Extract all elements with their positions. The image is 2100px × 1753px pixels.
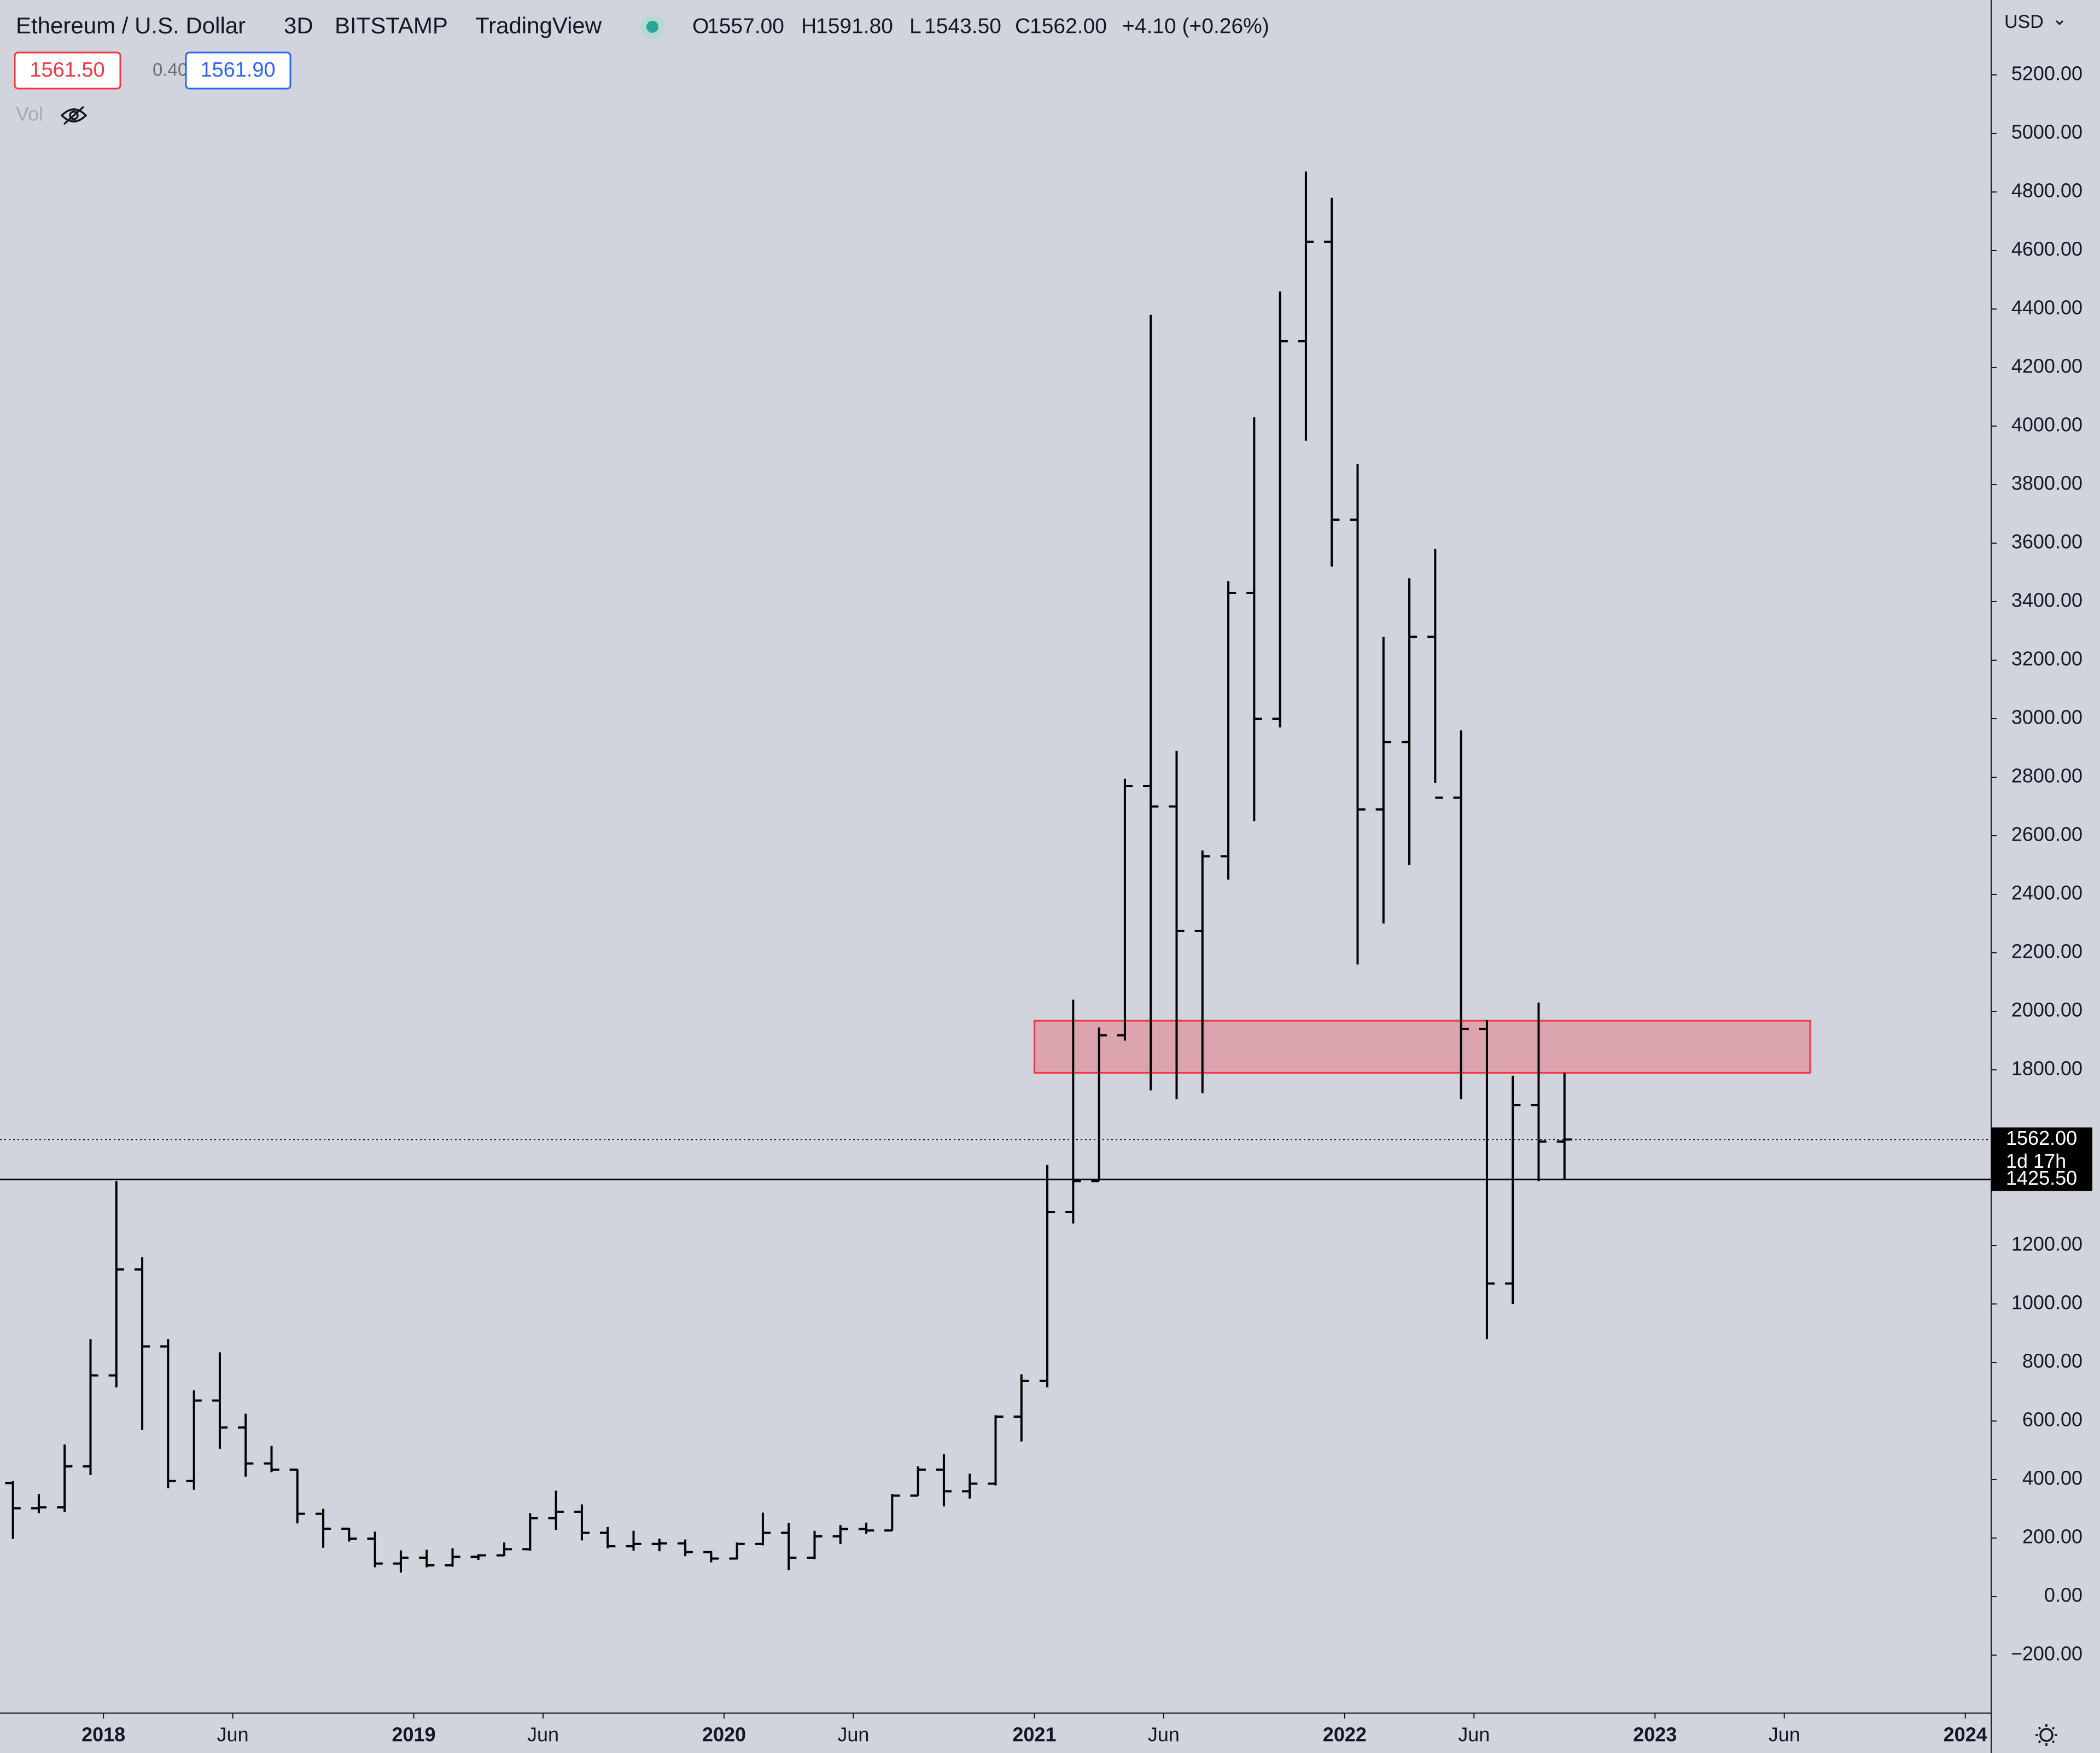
source: TradingView bbox=[475, 13, 602, 38]
current-price-label: 1562.00 bbox=[2006, 1127, 2077, 1149]
current-price-box bbox=[1991, 1127, 2092, 1176]
y-tick-label: 4200.00 bbox=[2011, 354, 2082, 377]
y-tick-label: 3400.00 bbox=[2011, 589, 2082, 611]
x-tick-label: 2022 bbox=[1323, 1723, 1367, 1746]
x-tick-label: 2023 bbox=[1633, 1723, 1677, 1746]
y-tick-label: 2400.00 bbox=[2011, 882, 2082, 904]
currency[interactable]: USD bbox=[2004, 11, 2044, 32]
y-tick-label: 800.00 bbox=[2022, 1350, 2082, 1372]
x-tick-label: 2019 bbox=[392, 1723, 436, 1746]
y-tick-label: −200.00 bbox=[2011, 1643, 2082, 1665]
y-tick-label: 1000.00 bbox=[2011, 1291, 2082, 1314]
eye-off-icon[interactable] bbox=[60, 106, 88, 125]
horizontal-line-label: 1425.50 bbox=[2006, 1167, 2077, 1189]
x-tick-label: 2018 bbox=[81, 1723, 125, 1746]
y-tick-label: 400.00 bbox=[2022, 1467, 2082, 1489]
bid-box[interactable] bbox=[14, 51, 121, 90]
y-tick-label: 4600.00 bbox=[2011, 237, 2082, 260]
x-tick-label: Jun bbox=[527, 1723, 559, 1746]
ohlc-value: 1562.00 bbox=[1030, 14, 1107, 38]
y-tick-label: 5200.00 bbox=[2011, 62, 2082, 84]
y-tick-label: 2200.00 bbox=[2011, 940, 2082, 963]
ohlc-key: L bbox=[909, 14, 921, 38]
y-tick-label: 1200.00 bbox=[2011, 1233, 2082, 1255]
settings-icon[interactable] bbox=[2035, 1724, 2057, 1746]
interval[interactable]: 3D bbox=[284, 13, 313, 38]
x-tick-label: 2024 bbox=[1944, 1723, 1987, 1746]
y-tick-label: 3800.00 bbox=[2011, 472, 2082, 494]
symbol[interactable]: Ethereum / U.S. Dollar bbox=[16, 13, 246, 38]
ohlc-key: C bbox=[1015, 14, 1030, 38]
y-tick-label: 3600.00 bbox=[2011, 531, 2082, 553]
x-tick-label: 2020 bbox=[702, 1723, 746, 1746]
ask-box[interactable] bbox=[185, 51, 291, 90]
y-tick-label: 4000.00 bbox=[2011, 414, 2082, 436]
x-tick-label: Jun bbox=[1148, 1723, 1180, 1746]
x-tick-label: Jun bbox=[1458, 1723, 1490, 1746]
y-tick-label: 0.00 bbox=[2044, 1584, 2082, 1606]
ohlc-key: H bbox=[801, 14, 816, 38]
y-tick-label: 2600.00 bbox=[2011, 823, 2082, 846]
x-tick-label: Jun bbox=[217, 1723, 249, 1746]
y-tick-label: 600.00 bbox=[2022, 1408, 2082, 1431]
ohlc-value: 1591.80 bbox=[816, 14, 893, 38]
x-tick-label: Jun bbox=[837, 1723, 869, 1746]
x-tick-label: 2021 bbox=[1012, 1723, 1056, 1746]
plot bbox=[0, 171, 1991, 1573]
header: Ethereum / U.S. Dollar 3D BITSTAMP Tradi… bbox=[14, 11, 2064, 1746]
y-tick-label: 1800.00 bbox=[2011, 1057, 2082, 1080]
y-tick-label: 5000.00 bbox=[2011, 120, 2082, 143]
y-tick-label: 4400.00 bbox=[2011, 296, 2082, 318]
currency-chevron[interactable] bbox=[2055, 20, 2064, 26]
exchange[interactable]: BITSTAMP bbox=[335, 13, 448, 38]
y-tick-label: 4800.00 bbox=[2011, 179, 2082, 201]
x-tick-label: Jun bbox=[1769, 1723, 1800, 1746]
horizontal-line-box bbox=[1991, 1168, 2092, 1191]
ohlc-value: 1557.00 bbox=[707, 14, 784, 38]
ohlc-key: O bbox=[692, 14, 709, 38]
spread: 0.40 bbox=[153, 60, 188, 80]
y-tick-label: 3200.00 bbox=[2011, 648, 2082, 670]
y-tick-label: 2000.00 bbox=[2011, 999, 2082, 1021]
y-tick-label: 200.00 bbox=[2022, 1525, 2082, 1548]
y-tick-label: 3000.00 bbox=[2011, 706, 2082, 729]
resistance-zone bbox=[1033, 1020, 1811, 1074]
ask[interactable]: 1561.90 bbox=[200, 59, 275, 81]
ohlc-value: 1543.50 bbox=[924, 14, 1001, 38]
volume-label: Vol bbox=[16, 103, 43, 125]
change: +4.10 (+0.26%) bbox=[1122, 14, 1269, 38]
y-tick-label: 2800.00 bbox=[2011, 765, 2082, 787]
bid[interactable]: 1561.50 bbox=[30, 59, 104, 81]
status-dot bbox=[646, 21, 658, 33]
